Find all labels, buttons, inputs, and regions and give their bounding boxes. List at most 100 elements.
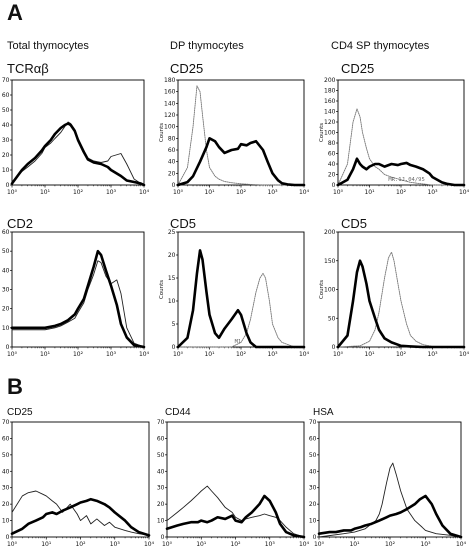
x-tick-label: 10² [73, 189, 84, 196]
y-tick-label: 30 [309, 485, 317, 492]
histogram-series-thick [336, 259, 466, 349]
y-tick-label: 20 [2, 152, 10, 159]
y-tick-label: 140 [164, 100, 176, 107]
y-tick-label: 50 [2, 452, 10, 459]
y-tick-label: 40 [2, 468, 10, 475]
histogram-series-dotted [177, 85, 305, 186]
y-tick-label: 100 [324, 287, 336, 294]
y-tick-label: 180 [164, 77, 176, 84]
y-tick-label: 160 [164, 89, 176, 96]
y-tick-label: 120 [324, 119, 336, 126]
histogram-series-thin [11, 490, 150, 536]
histogram-b-cd44: 0 10 20 30 40 50 60 70 10⁰ 10¹ 10² 10³ 10⁴ [157, 419, 310, 548]
y-tick-label: 25 [168, 229, 176, 236]
y-tick-label: 60 [309, 435, 317, 442]
x-tick-label: 10⁴ [299, 351, 310, 358]
x-tick-label: 10² [236, 351, 247, 358]
x-tick-label: 10³ [267, 189, 278, 196]
x-tick-label: 10¹ [364, 189, 375, 196]
y-tick-label: 20 [168, 252, 176, 259]
y-tick-label: 20 [157, 501, 165, 508]
y-axis-title: Counts [159, 123, 165, 142]
x-tick-label: 10² [385, 541, 396, 548]
x-tick-label: 10⁴ [456, 541, 467, 548]
x-tick-label: 10² [396, 189, 407, 196]
y-axis-title: Counts [159, 280, 165, 299]
y-tick-label: 70 [157, 419, 165, 426]
histogram-series-thick [10, 497, 151, 537]
panel-label-b: B [7, 374, 23, 399]
marker-label-dp-cd5: CD5 [170, 216, 197, 231]
y-tick-label: 40 [2, 122, 10, 129]
x-tick-label: 10¹ [204, 189, 215, 196]
x-tick-label: 10² [396, 351, 407, 358]
y-tick-label: 0 [161, 534, 165, 541]
y-tick-label: 10 [309, 518, 317, 525]
y-tick-label: 60 [2, 92, 10, 99]
x-tick-label: 10⁰ [7, 541, 18, 548]
y-tick-label: 150 [324, 258, 336, 265]
histogram-series-dotted [337, 108, 465, 186]
column-header-cd4sp: CD4 SP thymocytes [331, 40, 430, 52]
x-tick-label: 10⁴ [139, 189, 150, 196]
x-tick-label: 10⁰ [162, 541, 173, 548]
histogram-a-tcr: 0 10 20 30 40 50 60 70 10⁰ 10¹ 10² 10³ 10⁴ [2, 77, 150, 196]
y-tick-label: 50 [2, 248, 10, 255]
histogram-series-thick [176, 249, 306, 349]
x-tick-label: 10⁰ [333, 189, 344, 196]
y-tick-label: 80 [328, 140, 336, 147]
histogram-a-dp-cd5: 0 5 10 15 20 25 10⁰ 10¹ 10² 10³ 10⁴ Counts M1 [159, 229, 310, 358]
x-tick-label: 10⁰ [7, 189, 18, 196]
x-tick-label: 10² [230, 541, 241, 548]
y-tick-label: 200 [324, 229, 336, 236]
y-tick-label: 20 [2, 501, 10, 508]
histogram-b-cd25: 0 10 20 30 40 50 60 70 10⁰ 10¹ 10² 10³ 10⁴ [2, 419, 155, 548]
y-tick-label: 10 [2, 518, 10, 525]
x-tick-label: 10³ [106, 189, 117, 196]
marker-label-sp-cd25: CD25 [341, 61, 375, 76]
y-tick-label: 20 [309, 501, 317, 508]
y-tick-label: 50 [157, 452, 165, 459]
marker-label-b-cd44: CD44 [165, 407, 191, 418]
y-tick-label: 40 [2, 267, 10, 274]
y-tick-label: 140 [324, 109, 336, 116]
histogram-b-hsa: 0 10 20 30 40 50 60 70 10⁰ 10¹ 10² 10³ 10⁴ [309, 419, 467, 548]
x-tick-label: 10³ [265, 541, 276, 548]
histogram-series-thick [336, 157, 466, 187]
y-tick-label: 40 [168, 159, 176, 166]
x-tick-label: 10⁴ [144, 541, 155, 548]
y-tick-label: 180 [324, 88, 336, 95]
x-tick-label: 10² [75, 541, 86, 548]
y-axis-title: Counts [319, 123, 325, 142]
histogram-series-thick [176, 137, 306, 187]
x-tick-label: 10⁰ [173, 351, 184, 358]
y-tick-label: 30 [2, 137, 10, 144]
plot-annotation: M1 [235, 339, 242, 345]
x-tick-label: 10¹ [204, 351, 215, 358]
histogram-series-dotted [177, 272, 305, 348]
y-tick-label: 60 [328, 151, 336, 158]
y-tick-label: 60 [2, 435, 10, 442]
y-tick-label: 50 [328, 315, 336, 322]
y-tick-label: 15 [168, 275, 176, 282]
y-tick-label: 60 [157, 435, 165, 442]
marker-label-sp-cd5: CD5 [341, 216, 368, 231]
x-tick-label: 10⁰ [173, 189, 184, 196]
y-tick-label: 100 [324, 130, 336, 137]
histogram-series-thin [11, 260, 145, 348]
y-tick-label: 70 [2, 77, 10, 84]
histogram-a-sp-cd5: 0 50 100 150 200 10⁰ 10¹ 10² 10³ 10⁴ Counts [319, 229, 470, 358]
plot-annotation: MR.1J,04/95 [388, 177, 424, 183]
x-tick-label: 10⁴ [299, 189, 310, 196]
x-tick-label: 10² [73, 351, 84, 358]
x-tick-label: 10³ [110, 541, 121, 548]
x-tick-label: 10⁰ [314, 541, 325, 548]
y-tick-label: 30 [2, 287, 10, 294]
y-tick-label: 70 [309, 419, 317, 426]
y-tick-label: 40 [309, 468, 317, 475]
y-tick-label: 160 [324, 98, 336, 105]
histogram-series-dotted [337, 251, 465, 348]
x-tick-label: 10¹ [196, 541, 207, 548]
x-tick-label: 10¹ [40, 351, 51, 358]
y-tick-label: 0 [332, 182, 336, 189]
